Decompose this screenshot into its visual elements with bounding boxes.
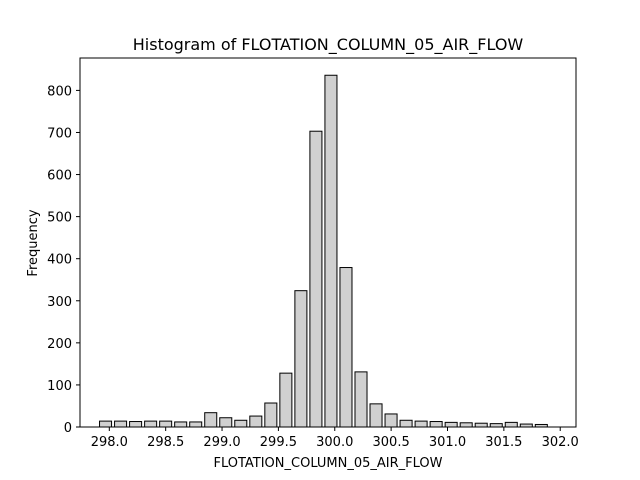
y-tick-label: 100 [47,379,72,394]
x-tick-label: 300.5 [373,435,410,450]
x-axis-label: FLOTATION_COLUMN_05_AIR_FLOW [213,456,442,471]
histogram-bar [219,417,233,428]
y-tick-label: 800 [47,84,72,99]
histogram-bar [384,413,398,428]
histogram-bar [324,74,338,428]
x-tick-label: 301.5 [485,435,522,450]
x-tick-label: 301.0 [429,435,466,450]
histogram-bar [159,420,173,428]
y-axis-label: Frequency [26,209,41,276]
histogram-bar [414,420,428,428]
histogram-bar [399,419,413,428]
histogram-bar [99,420,113,428]
histogram-bar [279,372,293,428]
histogram-bar [489,423,503,428]
histogram-bar [294,290,308,428]
histogram-bar [429,421,443,428]
histogram-bar [234,419,248,428]
x-tick-label: 299.5 [260,435,297,450]
y-tick-label: 600 [47,169,72,184]
x-tick-label: 298.0 [91,435,128,450]
x-tick-label: 300.0 [316,435,353,450]
histogram-bar [354,371,368,428]
y-tick-label: 500 [47,211,72,226]
histogram-bar [474,422,488,428]
y-tick-label: 200 [47,337,72,352]
histogram-bars [99,74,548,428]
histogram-bar [204,412,218,428]
histogram-bar [264,402,278,428]
x-tick-label: 302.0 [542,435,579,450]
y-tick-label: 400 [47,253,72,268]
histogram-bar [369,403,383,428]
histogram-bar [114,420,128,428]
y-tick-label: 0 [64,421,72,436]
x-tick-label: 299.0 [203,435,240,450]
y-tick-label: 300 [47,295,72,310]
histogram-bar [174,421,188,428]
y-axis-ticks: 0 100 200 300 400 500 600 700 800 [47,84,80,436]
x-axis-ticks: 298.0 298.5 299.0 299.5 300.0 300.5 301.0 301.5… [91,427,579,450]
histogram-bar [309,130,323,428]
histogram-bar [189,421,203,428]
histogram-bar [144,420,158,428]
y-tick-label: 700 [47,126,72,141]
histogram-bar [339,267,353,428]
histogram-bar [444,421,458,428]
histogram-bar [249,415,263,428]
chart-title: Histogram of FLOTATION_COLUMN_05_AIR_FLO… [133,35,524,55]
histogram-bar [504,421,518,428]
histogram-bar [459,422,473,428]
histogram-bar [129,421,143,428]
plot-frame [79,57,577,428]
x-tick-label: 298.5 [147,435,184,450]
